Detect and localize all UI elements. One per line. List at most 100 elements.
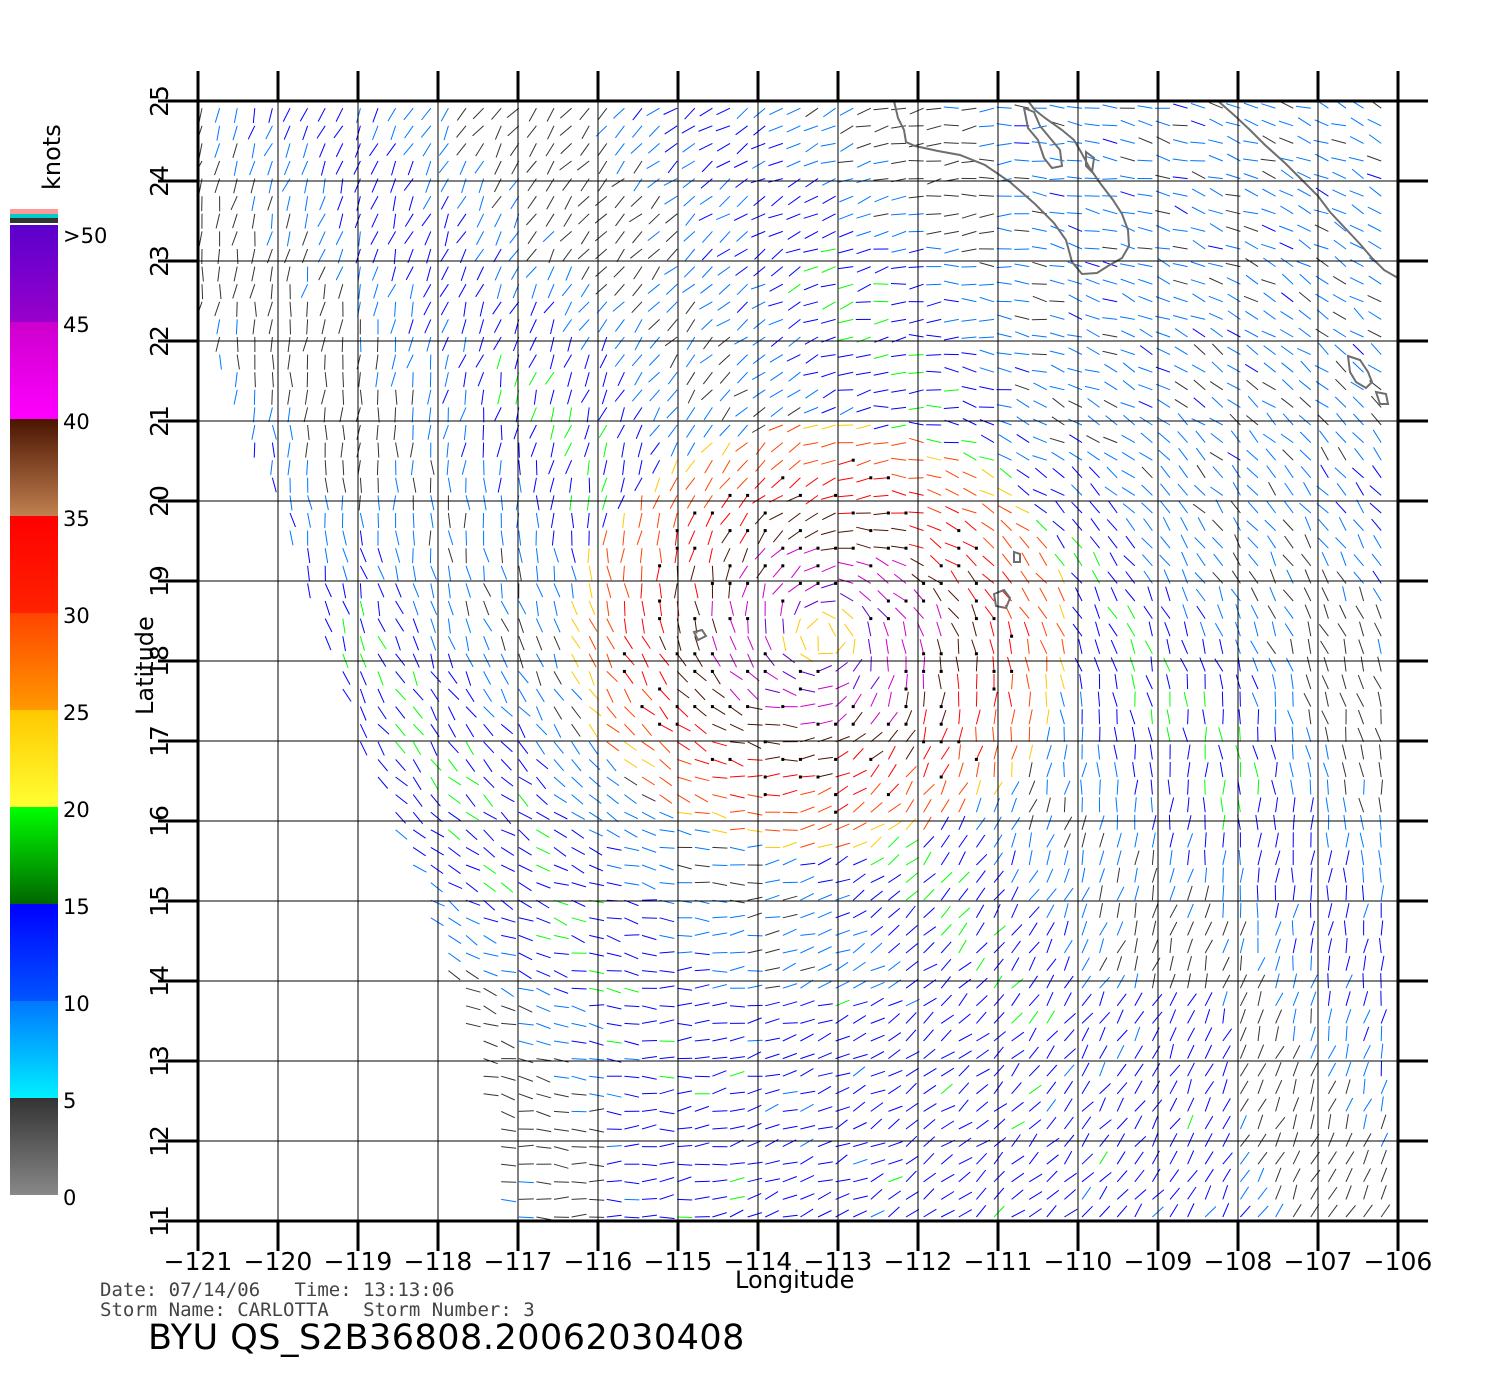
wind-barb <box>1280 310 1294 320</box>
wind-barb <box>729 1056 745 1060</box>
rain-flag-marker <box>781 705 785 709</box>
wind-barb <box>324 460 327 476</box>
wind-barb <box>404 231 414 244</box>
wind-barb <box>800 933 816 936</box>
wind-barb <box>1292 1114 1297 1130</box>
wind-barb <box>1370 343 1382 355</box>
wind-barb <box>891 389 907 393</box>
wind-barb <box>483 899 496 911</box>
wind-barb <box>737 371 748 384</box>
wind-barb <box>978 125 995 128</box>
wind-barb <box>712 758 727 765</box>
wind-barb <box>606 1180 622 1183</box>
wind-barb <box>287 354 291 370</box>
wind-barb <box>1116 1205 1128 1218</box>
wind-barb <box>395 759 406 772</box>
wind-barb <box>635 424 643 439</box>
wind-barb <box>1366 155 1382 162</box>
wind-barb <box>704 477 713 492</box>
wind-barb <box>1084 385 1100 391</box>
wind-barb <box>1310 1079 1315 1094</box>
wind-barb <box>1166 674 1171 690</box>
wind-barb <box>820 600 836 603</box>
wind-barb <box>1099 868 1105 883</box>
wind-barb <box>1204 939 1213 954</box>
wind-barb <box>493 336 502 351</box>
wind-barb <box>606 794 619 805</box>
wind-barb <box>685 213 696 226</box>
wind-barb <box>1084 369 1100 373</box>
wind-barb <box>852 1032 867 1042</box>
wind-barb <box>800 806 815 813</box>
wind-barb <box>359 389 363 405</box>
wind-barb <box>958 1082 970 1095</box>
wind-barb <box>1222 1098 1231 1112</box>
wind-barb <box>800 862 816 866</box>
wind-barb <box>956 674 960 690</box>
wind-barb <box>1257 709 1260 725</box>
wind-barb <box>1121 434 1136 444</box>
wind-barb <box>233 389 238 405</box>
color-scale-label: 35 <box>63 507 90 531</box>
wind-barb <box>659 794 673 804</box>
wind-barb <box>535 671 542 686</box>
wind-barb <box>1195 588 1206 602</box>
wind-barb <box>408 319 414 334</box>
wind-barb <box>659 1110 675 1115</box>
wind-barb <box>289 372 293 388</box>
wind-barb <box>1264 519 1276 531</box>
wind-barb <box>993 1205 1005 1218</box>
wind-barb <box>287 336 291 352</box>
wind-barb <box>787 178 801 188</box>
wind-barb <box>883 621 889 637</box>
wind-barb <box>821 512 836 521</box>
wind-barb <box>1187 779 1189 795</box>
wind-barb <box>659 1216 675 1219</box>
wind-barb <box>1222 1028 1233 1042</box>
wind-barb <box>888 890 901 901</box>
wind-barb <box>448 970 461 981</box>
wind-barb <box>535 565 539 581</box>
wind-barb <box>441 336 449 351</box>
wind-barb <box>1298 204 1312 215</box>
wind-barb <box>1363 1078 1366 1094</box>
wind-barb <box>905 856 920 866</box>
wind-barb <box>1151 1114 1159 1130</box>
wind-barb <box>465 759 476 772</box>
rain-flag-marker <box>957 529 961 533</box>
wind-barb <box>764 653 775 667</box>
wind-barb <box>1072 606 1083 619</box>
rain-flag-marker <box>886 722 890 726</box>
rain-flag-marker <box>834 757 838 761</box>
wind-barb <box>1187 815 1192 830</box>
wind-barb <box>799 636 807 651</box>
wind-barb <box>1063 1080 1074 1095</box>
wind-barb <box>694 969 710 972</box>
wind-barb <box>1190 227 1206 232</box>
wind-barb <box>1240 1205 1251 1218</box>
wind-barb <box>377 635 387 650</box>
wind-barb <box>976 977 988 989</box>
wind-barb <box>1363 1061 1369 1077</box>
wind-barb <box>721 530 731 544</box>
wind-barb <box>1275 1132 1282 1147</box>
wind-barb <box>458 354 467 368</box>
wind-barb <box>440 248 449 263</box>
longitude-tick-labels: −121 −120 −119 −118 −117 −116 −115 −114 −113 −112… <box>164 1247 1433 1276</box>
wind-barb <box>677 1105 692 1112</box>
wind-barb <box>694 811 710 814</box>
wind-barb <box>233 266 238 282</box>
wind-barb <box>387 107 397 122</box>
wind-barb <box>764 670 779 680</box>
wind-barb <box>940 780 947 795</box>
wind-barb <box>1352 396 1364 408</box>
wind-barb <box>1063 920 1069 936</box>
wind-barb <box>735 178 748 188</box>
wind-barb <box>508 178 520 191</box>
wind-barb <box>587 460 590 476</box>
wind-barb <box>1247 395 1259 408</box>
wind-barb <box>1310 1062 1318 1077</box>
wind-barb <box>286 196 291 211</box>
wind-barb <box>371 266 379 281</box>
wind-barb <box>1263 292 1276 303</box>
